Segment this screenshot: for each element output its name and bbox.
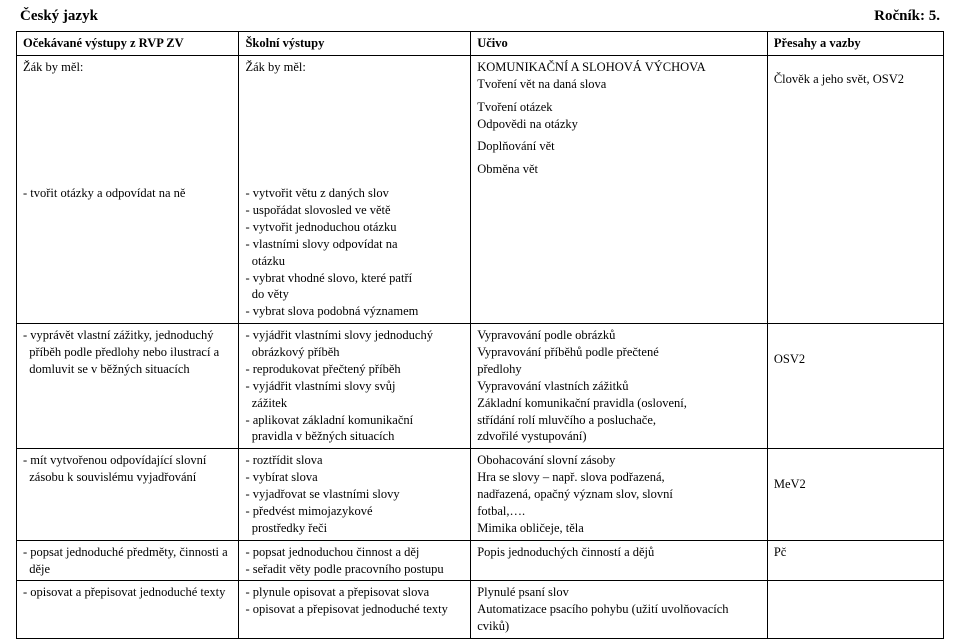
col-header: Očekávané výstupy z RVP ZV: [17, 32, 239, 56]
cell: Žák by měl:: [17, 55, 239, 181]
cell: - vytvořit větu z daných slov- uspořádat…: [239, 182, 471, 324]
table-row: - vyprávět vlastní zážitky, jednoduchý p…: [17, 324, 944, 449]
table-row: - tvořit otázky a odpovídat na ně - vytv…: [17, 182, 944, 324]
cell: Člověk a jeho svět, OSV2: [767, 55, 943, 181]
intro-text: Žák by měl:: [245, 59, 464, 76]
cell: [767, 581, 943, 639]
cell: MeV2: [767, 449, 943, 540]
col-header: Školní výstupy: [239, 32, 471, 56]
cell: - tvořit otázky a odpovídat na ně: [17, 182, 239, 324]
cell: - popsat jednoduché předměty, činnosti a…: [17, 540, 239, 581]
col-header: Přesahy a vazby: [767, 32, 943, 56]
cell: Popis jednoduchých činností a dějů: [471, 540, 768, 581]
table-row: Žák by měl: Žák by měl: KOMUNIKAČNÍ A SL…: [17, 55, 944, 181]
cell: Obohacování slovní zásobyHra se slovy – …: [471, 449, 768, 540]
page-header: Český jazyk Ročník: 5.: [16, 8, 944, 25]
cell: - vyprávět vlastní zážitky, jednoduchý p…: [17, 324, 239, 449]
table-row: - mít vytvořenou odpovídající slovní zás…: [17, 449, 944, 540]
cell: [767, 182, 943, 324]
cell: - opisovat a přepisovat jednoduché texty: [17, 581, 239, 639]
cell: - popsat jednoduchou činnost a děj- seřa…: [239, 540, 471, 581]
table-row: - popsat jednoduché předměty, činnosti a…: [17, 540, 944, 581]
cell: - mít vytvořenou odpovídající slovní zás…: [17, 449, 239, 540]
cell: Pč: [767, 540, 943, 581]
cell: KOMUNIKAČNÍ A SLOHOVÁ VÝCHOVATvoření vět…: [471, 55, 768, 181]
cell: Plynulé psaní slovAutomatizace psacího p…: [471, 581, 768, 639]
intro-text: Žák by měl:: [23, 59, 232, 76]
col-header: Učivo: [471, 32, 768, 56]
cell: - roztřídit slova- vybírat slova- vyjadř…: [239, 449, 471, 540]
cell: [471, 182, 768, 324]
cell: - vyjádřit vlastními slovy jednoduchý ob…: [239, 324, 471, 449]
cell: Vypravování podle obrázkůVypravování pří…: [471, 324, 768, 449]
table-row: - opisovat a přepisovat jednoduché texty…: [17, 581, 944, 639]
table-header-row: Očekávané výstupy z RVP ZV Školní výstup…: [17, 32, 944, 56]
cell: OSV2: [767, 324, 943, 449]
curriculum-table: Očekávané výstupy z RVP ZV Školní výstup…: [16, 31, 944, 639]
subject-title: Český jazyk: [20, 8, 98, 25]
grade: Ročník: 5.: [874, 8, 940, 25]
cell: Žák by měl:: [239, 55, 471, 181]
cell: - plynule opisovat a přepisovat slova- o…: [239, 581, 471, 639]
